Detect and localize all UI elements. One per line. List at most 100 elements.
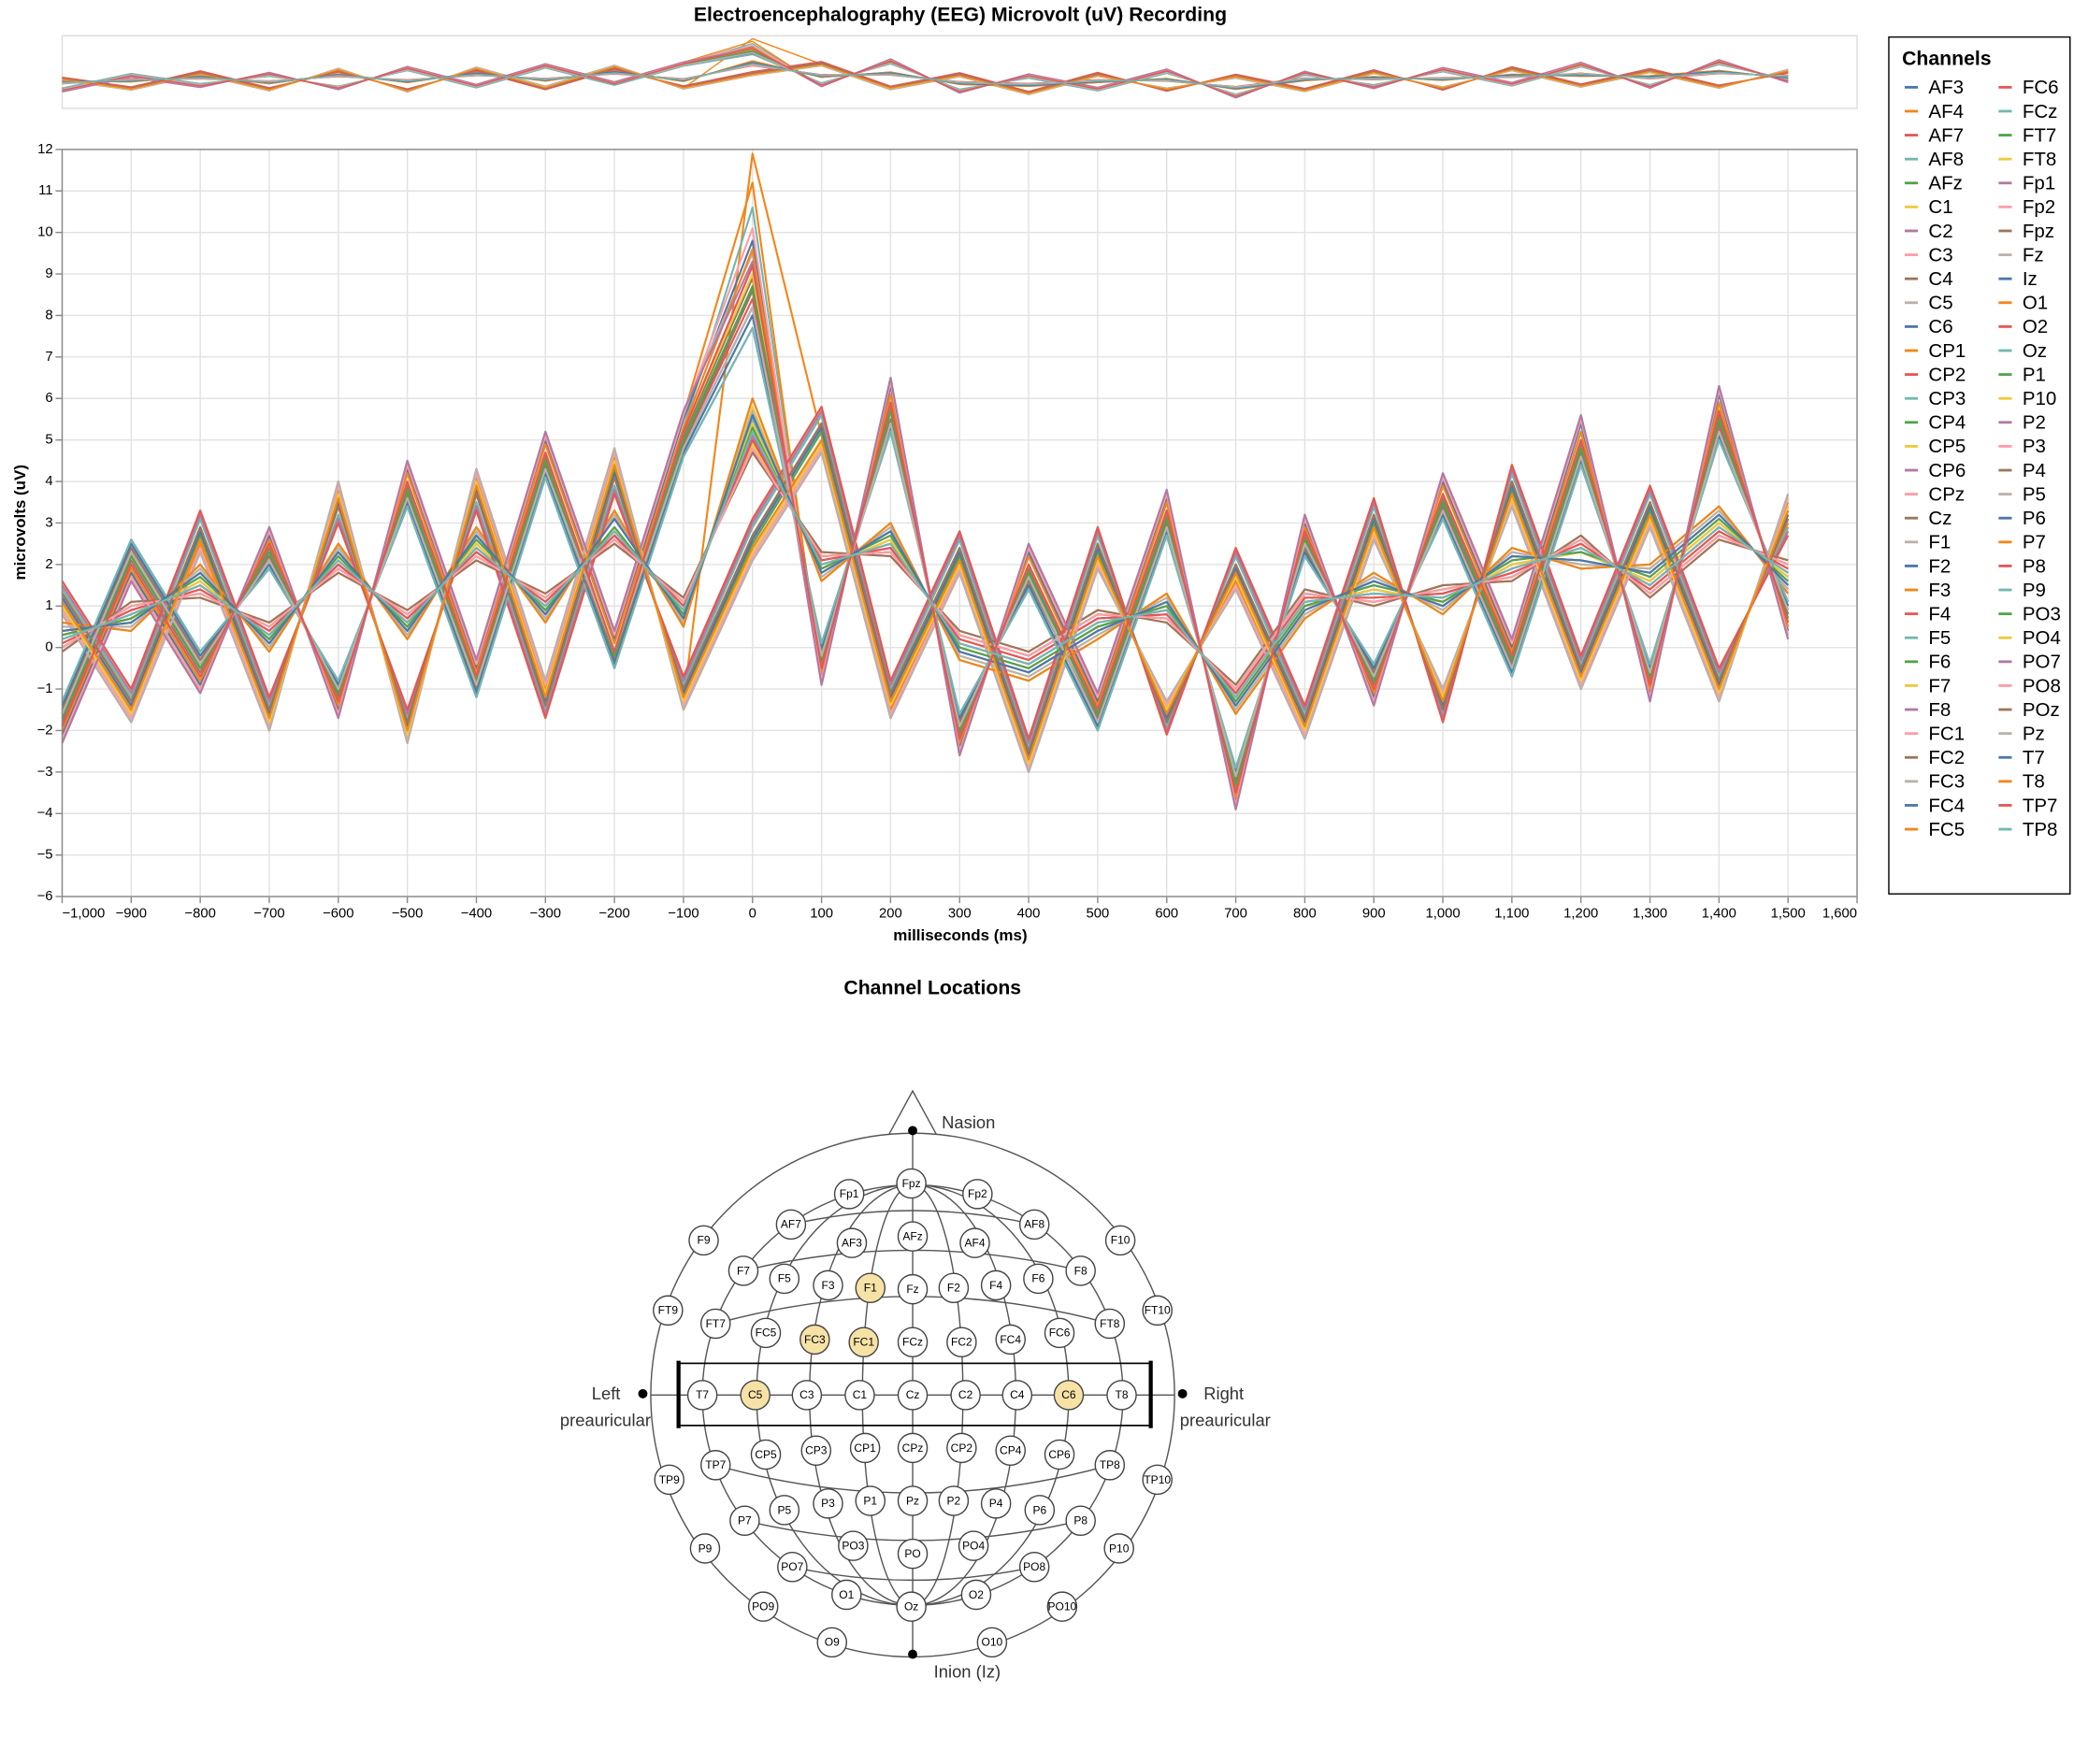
x-tick-label: 500 <box>1087 906 1110 921</box>
electrode-label: TP9 <box>659 1473 680 1486</box>
legend-label: O1 <box>2023 293 2048 314</box>
electrode <box>777 1551 808 1583</box>
electrode <box>740 1380 771 1411</box>
legend-label: P4 <box>2023 460 2046 481</box>
electrode <box>1094 1308 1126 1340</box>
electrode-label: P6 <box>1032 1503 1046 1516</box>
electrode-label: CP1 <box>854 1441 876 1455</box>
electrode-label: CP4 <box>1000 1444 1022 1457</box>
electrode-label: AF7 <box>781 1218 801 1231</box>
y-tick-label: −4 <box>37 806 53 821</box>
electrode <box>833 1179 865 1210</box>
legend-label: Oz <box>2023 340 2047 362</box>
electrode <box>849 1432 881 1464</box>
electrode-label: P8 <box>1073 1514 1087 1527</box>
x-tick-label: 800 <box>1293 906 1317 921</box>
electrode-label: Fp1 <box>840 1187 859 1200</box>
x-tick-label: 1,500 <box>1771 906 1806 921</box>
y-axis-title: microvolts (uV) <box>11 465 29 581</box>
electrode <box>727 1255 759 1286</box>
electrode-label: P2 <box>947 1494 961 1507</box>
electrode-label: O2 <box>969 1588 984 1601</box>
x-tick-label: −200 <box>598 906 629 921</box>
electrode <box>800 1435 832 1467</box>
electrode <box>813 1488 843 1519</box>
electrode <box>769 1263 800 1295</box>
plot <box>61 152 1790 810</box>
electrode-label: C6 <box>1061 1388 1076 1401</box>
landmark-label: Right <box>1203 1384 1244 1403</box>
electrode <box>1046 1591 1078 1622</box>
electrode <box>836 1227 868 1258</box>
electrode <box>775 1209 807 1241</box>
y-tick-label: 10 <box>37 225 53 240</box>
electrode-label: FC4 <box>1000 1333 1021 1346</box>
y-tick-label: 12 <box>37 142 53 157</box>
electrode <box>897 1380 929 1411</box>
x-tick-label: −300 <box>530 906 561 921</box>
electrode <box>729 1505 760 1536</box>
legend-label: T7 <box>2023 747 2045 768</box>
x-tick-label: 300 <box>948 906 972 921</box>
electrode <box>1023 1263 1054 1295</box>
electrode <box>1103 1533 1134 1564</box>
left-dot <box>638 1388 648 1398</box>
legend-label: AF3 <box>1928 77 1964 98</box>
legend-label: PO8 <box>2023 675 2061 696</box>
legend-label: Iz <box>2023 268 2038 290</box>
legend-label: F6 <box>1928 652 1951 673</box>
right-dot <box>1177 1388 1188 1398</box>
electrode <box>962 1179 993 1210</box>
grid: −1,000 −900 −800 −700 −600 −500 −400 −300 −200 −1… <box>37 142 1858 921</box>
electrode <box>769 1495 800 1526</box>
electrode <box>1142 1464 1173 1496</box>
electrode <box>1018 1209 1050 1241</box>
electrode-label: Oz <box>904 1600 918 1613</box>
electrode <box>897 1273 929 1305</box>
electrode <box>938 1272 970 1304</box>
x-tick-label: 400 <box>1017 906 1041 921</box>
legend-label: CP4 <box>1928 412 1966 434</box>
electrode <box>897 1221 929 1252</box>
legend-label: FT7 <box>2023 124 2056 146</box>
legend-label: P9 <box>2023 580 2046 601</box>
electrode <box>980 1488 1012 1519</box>
electrode <box>855 1272 886 1304</box>
electrode-label: F9 <box>698 1234 711 1247</box>
electrode-label: F3 <box>821 1279 834 1292</box>
legend-label: Fp1 <box>2023 173 2055 194</box>
electrode-label: FC3 <box>804 1333 826 1346</box>
electrode <box>686 1380 718 1411</box>
electrode-label: C4 <box>1010 1388 1025 1401</box>
electrode <box>1104 1225 1136 1256</box>
electrode-label: O1 <box>839 1588 854 1601</box>
overview-frame[interactable] <box>61 35 1858 109</box>
electrode-label: P7 <box>738 1514 752 1527</box>
electrode-label: P10 <box>1109 1542 1130 1555</box>
legend-label: P6 <box>2023 508 2046 529</box>
x-tick-label: −400 <box>461 906 492 921</box>
legend-label: T8 <box>2023 771 2045 793</box>
electrode <box>1065 1255 1096 1286</box>
electrode-label: PO10 <box>1048 1600 1077 1613</box>
legend-label: F3 <box>1928 580 1951 601</box>
legend-label: FT8 <box>2023 149 2056 170</box>
electrode <box>844 1380 875 1411</box>
overview-line <box>62 63 1789 89</box>
legend-label: FC6 <box>2023 77 2059 98</box>
legend-label: AF4 <box>1928 101 1964 122</box>
electrode-label: O10 <box>982 1636 1003 1649</box>
nasion-dot <box>908 1126 917 1136</box>
electrode-label: F8 <box>1074 1264 1087 1277</box>
legend-label: P7 <box>2023 532 2046 553</box>
electrode <box>838 1530 869 1561</box>
x-tick-label: 100 <box>810 906 833 921</box>
electrode-label: TP10 <box>1144 1473 1171 1486</box>
electrode <box>750 1439 782 1470</box>
legend-label: F4 <box>1928 603 1951 624</box>
x-tick-label: 200 <box>879 906 902 921</box>
electrode-label: F7 <box>737 1264 750 1277</box>
electrode-label: F1 <box>864 1282 877 1295</box>
electrode <box>1001 1380 1033 1411</box>
electrode-label: FC6 <box>1049 1327 1071 1340</box>
